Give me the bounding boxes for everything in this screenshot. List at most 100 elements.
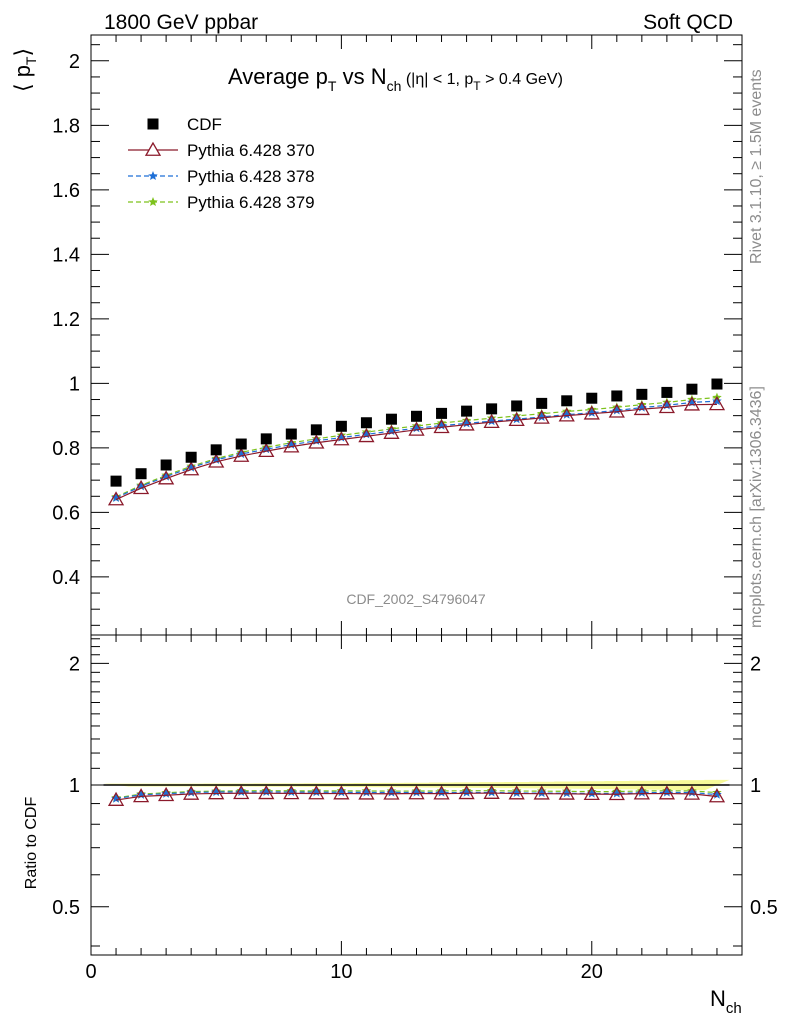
ratio-point — [157, 786, 175, 802]
data-point — [383, 424, 400, 439]
ratio-tick-label: 1 — [69, 775, 80, 797]
ratio-point — [161, 788, 171, 798]
ratio-point — [712, 789, 722, 799]
data-point — [683, 396, 701, 411]
data-point — [461, 405, 473, 417]
ratio-point — [236, 786, 246, 796]
data-point — [711, 378, 723, 390]
ratio-point — [662, 787, 672, 797]
mcplots-label: mcplots.cern.ch [arXiv:1306.3436] — [748, 386, 765, 628]
data-point — [658, 398, 676, 414]
data-point — [536, 397, 548, 409]
ratio-point — [107, 791, 125, 806]
data-point — [436, 407, 448, 419]
chart-title: Average pT vs Nch (|η| < 1, pT > 0.4 GeV… — [228, 64, 563, 94]
data-point — [233, 447, 250, 462]
ratio-point — [533, 785, 550, 800]
data-point — [687, 397, 697, 407]
ratio-point — [383, 785, 400, 800]
data-point — [483, 413, 500, 428]
data-point — [433, 418, 450, 434]
data-point — [458, 416, 475, 431]
data-point — [310, 424, 322, 436]
data-point — [508, 411, 525, 427]
data-point — [185, 451, 197, 463]
data-point — [536, 411, 547, 421]
ratio-point — [358, 785, 375, 800]
data-point — [335, 420, 347, 432]
ratio-point — [386, 787, 397, 797]
data-point — [461, 418, 472, 428]
data-point — [558, 407, 575, 422]
data-point — [637, 402, 647, 412]
data-point — [358, 427, 375, 443]
header-energy: 1800 GeV ppbar — [104, 11, 258, 34]
ratio-point — [612, 788, 622, 798]
x-tick-label: 0 — [85, 961, 96, 983]
data-point — [333, 431, 350, 446]
data-point — [211, 454, 221, 464]
ratio-point — [436, 787, 447, 797]
data-point — [161, 471, 171, 481]
data-point — [107, 491, 125, 506]
data-point — [361, 429, 372, 439]
ratio-tick-label: 1 — [750, 775, 761, 797]
ratio-point — [111, 793, 121, 803]
ratio-point — [408, 785, 425, 800]
data-point — [110, 475, 122, 487]
data-point — [258, 442, 275, 458]
ratio-point — [561, 788, 572, 798]
data-point — [132, 479, 150, 495]
y-tick-label: 1.8 — [52, 115, 80, 137]
data-point — [411, 423, 422, 433]
ratio-point — [558, 785, 575, 800]
ratio-point — [183, 785, 200, 800]
data-point — [210, 444, 222, 456]
y-tick-label: 1.6 — [52, 180, 80, 202]
data-point — [436, 420, 447, 430]
ratio-point — [637, 787, 647, 797]
data-point — [286, 439, 297, 449]
x-tick-label: 10 — [330, 961, 352, 983]
data-point — [561, 409, 572, 419]
series-line — [115, 403, 717, 501]
data-point — [160, 459, 172, 471]
data-point — [611, 390, 623, 402]
ratio-point — [208, 785, 225, 800]
ratio-point — [233, 784, 250, 800]
rivet-label: Rivet 3.1.10, ≥ 1.5M events — [748, 69, 765, 264]
data-point — [360, 417, 372, 429]
data-point — [411, 410, 422, 422]
data-point — [633, 400, 650, 416]
data-point — [587, 407, 597, 417]
y-tick-label: 0.6 — [52, 502, 80, 524]
data-point — [511, 400, 523, 412]
data-point — [308, 434, 325, 449]
ratio-point — [461, 787, 472, 797]
data-point — [708, 396, 726, 411]
data-point — [486, 416, 497, 426]
legend-label: Pythia 6.428 379 — [187, 193, 315, 212]
data-point — [236, 449, 246, 459]
data-point — [283, 438, 300, 453]
legend-label: Pythia 6.428 370 — [187, 141, 315, 160]
ratio-point — [687, 787, 697, 797]
data-point — [386, 426, 397, 436]
legend-label: Pythia 6.428 378 — [187, 167, 315, 186]
ratio-tick-label: 0.5 — [750, 897, 778, 919]
header-category: Soft QCD — [643, 11, 733, 34]
ratio-point — [308, 785, 325, 800]
y-tick-label: 1.2 — [52, 309, 80, 331]
ratio-point — [486, 787, 497, 797]
ratio-point — [536, 788, 547, 798]
ratio-tick-label: 2 — [750, 653, 761, 675]
data-point — [261, 444, 272, 454]
x-axis-label: Nch — [710, 986, 742, 1017]
ratio-point — [186, 787, 196, 797]
y-tick-label: 0.8 — [52, 438, 80, 460]
ratio-series-line — [115, 792, 718, 801]
ratio-point — [508, 785, 525, 800]
y-tick-label: 2 — [69, 51, 80, 73]
data-point — [612, 405, 622, 415]
